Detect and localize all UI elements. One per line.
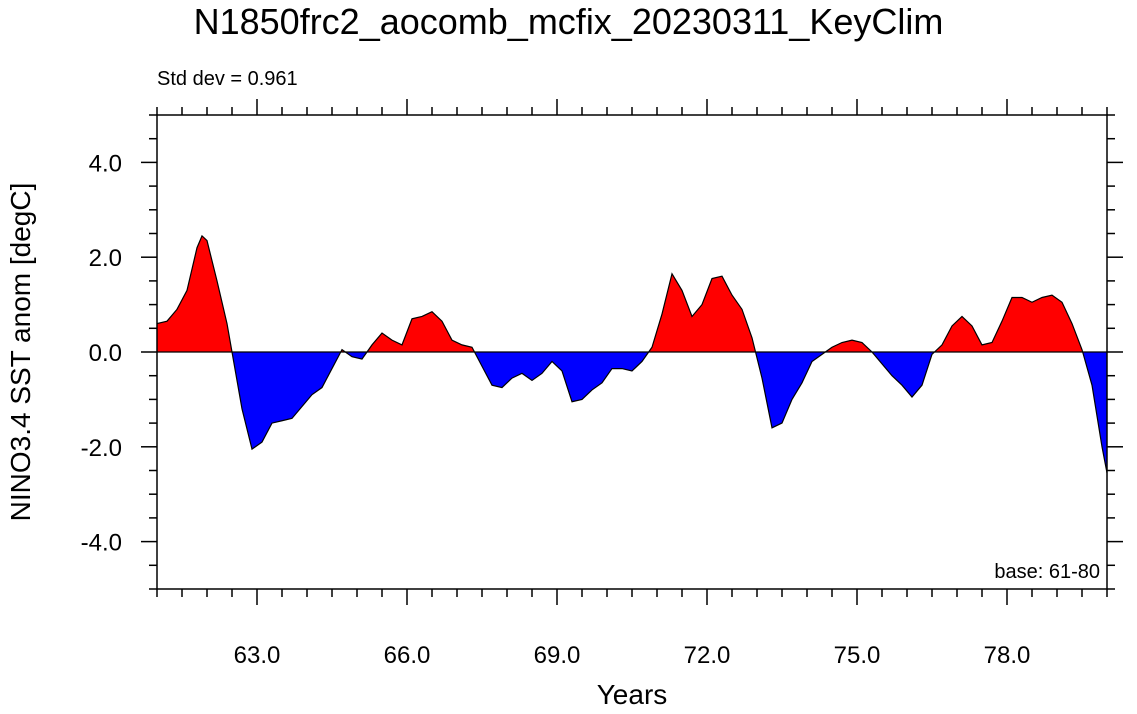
axis-ticks [141, 99, 1123, 605]
x-tick-label: 72.0 [684, 642, 731, 669]
base-period-annotation: base: 61-80 [994, 561, 1100, 583]
x-axis-label: Years [596, 679, 668, 710]
x-tick-label: 63.0 [234, 642, 281, 669]
x-tick-label: 66.0 [384, 642, 431, 669]
tick-labels: 63.0 66.0 69.0 72.0 75.0 78.0 -4.0 -2.0 0.0 2.0 4.… [81, 150, 1031, 669]
chart-title: N1850frc2_aocomb_mcfix_20230311_KeyClim [193, 1, 944, 42]
y-axis-label: NINO3.4 SST anom [degC] [5, 182, 36, 522]
y-tick-label: -4.0 [81, 530, 122, 557]
y-tick-label: 2.0 [89, 245, 122, 272]
x-tick-label: 75.0 [834, 642, 881, 669]
y-tick-label: 0.0 [89, 340, 122, 367]
x-tick-label: 78.0 [984, 642, 1031, 669]
negative-anomaly-area [157, 352, 1107, 473]
y-tick-label: -2.0 [81, 435, 122, 462]
anomaly-fills [156, 234, 1108, 473]
std-dev-annotation: Std dev = 0.961 [157, 68, 298, 90]
anomaly-series-line [156, 234, 1108, 473]
y-tick-label: 4.0 [89, 150, 122, 177]
x-tick-label: 69.0 [534, 642, 581, 669]
positive-anomaly-area [157, 235, 1107, 352]
